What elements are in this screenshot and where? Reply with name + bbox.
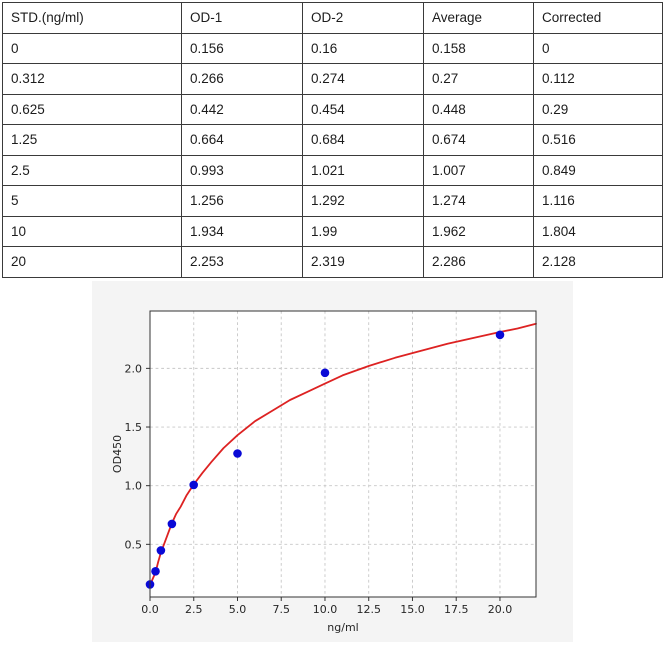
table-cell: 2.5 — [2, 154, 182, 186]
table-cell: 0.674 — [423, 124, 534, 156]
table-cell: 2.286 — [423, 246, 534, 278]
table-cell: 0.442 — [181, 93, 303, 125]
table-cell: 1.25 — [2, 124, 182, 156]
table-row: 1.25 0.664 0.684 0.674 0.516 — [2, 124, 663, 156]
data-point — [189, 480, 198, 490]
table-row: 2.5 0.993 1.021 1.007 0.849 — [2, 154, 663, 186]
table-cell: 1.99 — [302, 215, 424, 247]
table-row: 0 0.156 0.16 0.158 0 — [2, 32, 663, 64]
table-cell: 1.934 — [181, 215, 303, 247]
table-cell: 0.516 — [533, 124, 663, 156]
table-cell: 0.16 — [302, 32, 424, 64]
table-cell: 0.29 — [533, 93, 663, 125]
data-point — [495, 330, 505, 340]
table-row: 20 2.253 2.319 2.286 2.128 — [2, 246, 663, 278]
table-cell: 0.158 — [423, 32, 534, 64]
axes-border — [149, 310, 537, 598]
x-tick-label: 20.0 — [488, 603, 513, 616]
table-row: 5 1.256 1.292 1.274 1.116 — [2, 185, 663, 217]
data-point — [151, 567, 160, 576]
table-cell: 2.253 — [181, 246, 303, 278]
table-cell: 0.112 — [533, 63, 663, 95]
y-tick-label: 0.5 — [125, 538, 143, 551]
x-tick-label: 2.5 — [185, 603, 203, 616]
x-tick-label: 12.5 — [356, 603, 381, 616]
table-cell: 1.007 — [423, 154, 534, 186]
table-row: 0.312 0.266 0.274 0.27 0.112 — [2, 63, 663, 95]
x-tick-label: 15.0 — [400, 603, 425, 616]
table-cell: 0.684 — [302, 124, 424, 156]
column-header: STD.(ng/ml) — [2, 2, 182, 34]
table-cell: 2.128 — [533, 246, 663, 278]
table-cell: 0 — [2, 32, 182, 64]
table-cell: 0.156 — [181, 32, 303, 64]
table-cell: 0.266 — [181, 63, 303, 95]
table-cell: 20 — [2, 246, 182, 278]
x-tick-label: 5.0 — [229, 603, 247, 616]
table-cell: 1.292 — [302, 185, 424, 217]
table-cell: 0.664 — [181, 124, 303, 156]
data-point — [167, 519, 177, 529]
table-cell: 0.274 — [302, 63, 424, 95]
table-cell: 0.849 — [533, 154, 663, 186]
table-cell: 1.274 — [423, 185, 534, 217]
table-cell: 0.312 — [2, 63, 182, 95]
plot-area — [150, 311, 536, 597]
table-cell: 10 — [2, 215, 182, 247]
table-cell: 0.27 — [423, 63, 534, 95]
column-header: OD-1 — [181, 2, 303, 34]
x-tick-label: 17.5 — [444, 603, 469, 616]
table-cell: 1.962 — [423, 215, 534, 247]
column-header: Corrected — [533, 2, 663, 34]
x-tick-label: 7.5 — [272, 603, 290, 616]
y-tick-label: 2.0 — [125, 362, 143, 375]
standard-curve-figure: 0.0 2.5 5.0 7.5 10.0 12.5 15.0 17.5 20.0 0.5 1.0 1.… — [92, 281, 573, 642]
y-tick-label: 1.5 — [125, 421, 143, 434]
table-cell: 1.116 — [533, 185, 663, 217]
table-cell: 0.993 — [181, 154, 303, 186]
x-tick-label: 10.0 — [313, 603, 338, 616]
data-point — [156, 546, 166, 555]
table-cell: 5 — [2, 185, 182, 217]
table-header-row: STD.(ng/ml) OD-1 OD-2 Average Corrected — [2, 2, 663, 34]
table-cell: 0 — [533, 32, 663, 64]
table-cell: 0.625 — [2, 93, 182, 125]
x-tick-label: 0.0 — [141, 603, 159, 616]
table-cell: 1.804 — [533, 215, 663, 247]
standards-table: STD.(ng/ml) OD-1 OD-2 Average Corrected 0 0.15… — [2, 2, 663, 278]
table-cell: 0.454 — [302, 93, 424, 125]
table-cell: 2.319 — [302, 246, 424, 278]
fit-curve — [149, 322, 537, 587]
table-cell: 0.448 — [423, 93, 534, 125]
table-row: 0.625 0.442 0.454 0.448 0.29 — [2, 93, 663, 125]
data-point — [320, 368, 330, 378]
y-tick-label: 1.0 — [125, 480, 143, 493]
y-axis-label: OD450 — [111, 435, 124, 473]
table-row: 10 1.934 1.99 1.962 1.804 — [2, 215, 663, 247]
column-header: Average — [423, 2, 534, 34]
standard-curve-chart: 0.0 2.5 5.0 7.5 10.0 12.5 15.0 17.5 20.0 0.5 1.0 1.… — [111, 310, 537, 634]
x-axis-label: ng/ml — [327, 621, 358, 634]
column-header: OD-2 — [302, 2, 424, 34]
table-cell: 1.256 — [181, 185, 303, 217]
table-cell: 1.021 — [302, 154, 424, 186]
data-point — [233, 449, 242, 458]
